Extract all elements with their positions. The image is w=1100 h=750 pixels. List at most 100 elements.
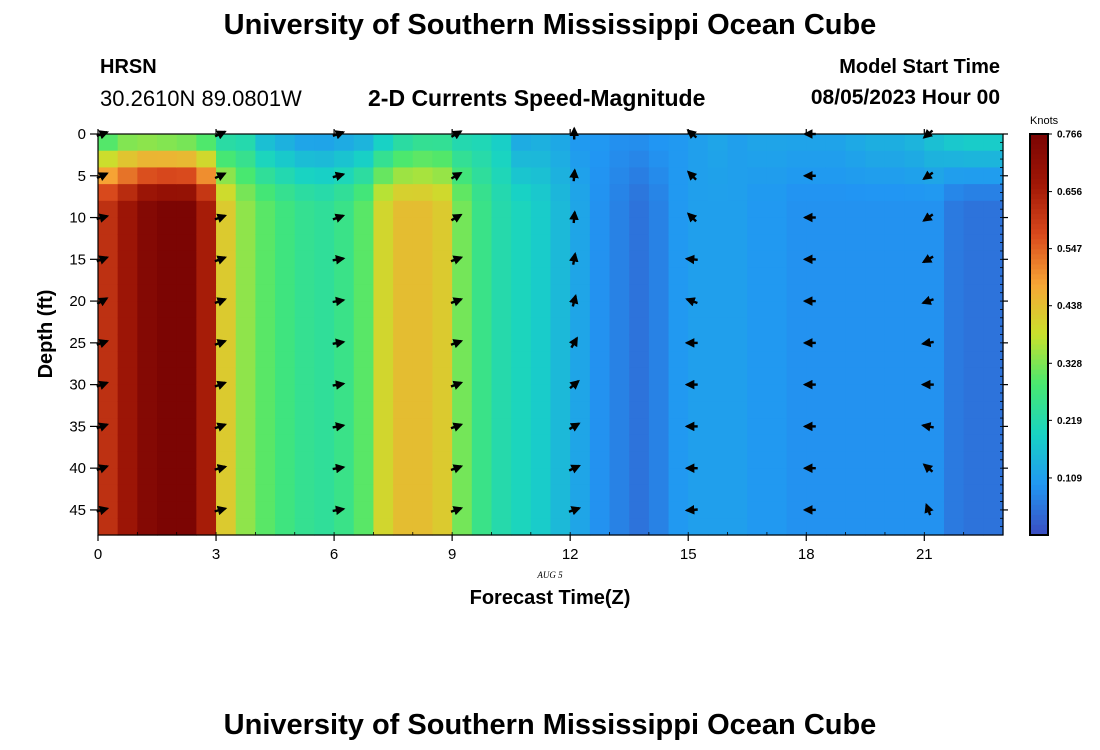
heatmap-cell bbox=[943, 418, 965, 436]
heatmap-cell bbox=[157, 267, 178, 285]
heatmap-cell bbox=[275, 367, 296, 386]
heatmap-cell bbox=[432, 267, 453, 285]
heatmap-cell bbox=[117, 484, 138, 503]
heatmap-cell bbox=[707, 301, 729, 319]
heatmap-cell bbox=[550, 501, 571, 519]
current-arrow bbox=[214, 255, 228, 265]
heatmap-cell bbox=[216, 484, 237, 503]
heatmap-cell bbox=[648, 284, 670, 302]
heatmap-cell bbox=[137, 401, 158, 419]
heatmap-cell bbox=[98, 301, 119, 319]
heatmap-cell bbox=[353, 418, 375, 436]
x-tick-label: 3 bbox=[212, 546, 220, 563]
heatmap-cell bbox=[511, 351, 532, 369]
heatmap-cell bbox=[727, 284, 748, 302]
heatmap-cell bbox=[845, 167, 866, 185]
heatmap-cell bbox=[825, 384, 847, 402]
colorbar-tick-label: 0.109 bbox=[1057, 473, 1082, 484]
heatmap-cell bbox=[176, 317, 197, 336]
heatmap-cell bbox=[629, 418, 650, 436]
colorbar-segment bbox=[1030, 439, 1048, 446]
heatmap-cell bbox=[176, 367, 197, 386]
x-tick-label: 21 bbox=[916, 546, 933, 563]
heatmap-cell bbox=[98, 234, 119, 252]
heatmap-cell bbox=[589, 217, 611, 235]
heatmap-cell bbox=[432, 217, 453, 235]
heatmap-cell bbox=[176, 250, 197, 269]
heatmap-cell bbox=[884, 334, 906, 352]
heatmap-cell bbox=[471, 334, 493, 352]
heatmap-cell bbox=[393, 384, 414, 402]
heatmap-cell bbox=[845, 468, 866, 486]
heatmap-cell bbox=[707, 167, 729, 185]
current-arrow bbox=[332, 380, 346, 390]
colorbar-segment bbox=[1030, 389, 1048, 396]
heatmap-cell bbox=[550, 234, 571, 252]
heatmap-cell bbox=[845, 367, 866, 386]
heatmap-cell bbox=[530, 367, 552, 386]
heatmap-cell bbox=[963, 384, 984, 402]
heatmap-cell bbox=[137, 167, 158, 185]
heatmap-cell bbox=[471, 284, 493, 302]
heatmap-cell bbox=[137, 184, 158, 202]
heatmap-cell bbox=[865, 501, 886, 519]
current-arrow bbox=[569, 210, 579, 224]
heatmap-cell bbox=[412, 150, 434, 169]
colorbar-segment bbox=[1030, 139, 1048, 145]
heatmap-cell bbox=[786, 451, 807, 469]
heatmap-cell bbox=[275, 250, 296, 269]
heatmap-cell bbox=[963, 501, 984, 519]
heatmap-cell bbox=[393, 250, 414, 269]
heatmap-cell bbox=[255, 167, 276, 185]
heatmap-cell bbox=[530, 167, 552, 185]
heatmap-cell bbox=[275, 200, 296, 219]
heatmap-cell bbox=[393, 484, 414, 503]
heatmap-cell bbox=[884, 134, 906, 152]
heatmap-cell bbox=[216, 217, 237, 235]
heatmap-cell bbox=[963, 334, 984, 352]
heatmap-cell bbox=[707, 501, 729, 519]
heatmap-cell bbox=[196, 150, 217, 169]
heatmap-cell bbox=[511, 167, 532, 185]
heatmap-cell bbox=[353, 250, 375, 269]
heatmap-cell bbox=[314, 167, 335, 185]
heatmap-cell bbox=[412, 451, 434, 469]
heatmap-cell bbox=[412, 501, 434, 519]
heatmap-cell bbox=[786, 384, 807, 402]
heatmap-cell bbox=[766, 267, 788, 285]
heatmap-cell bbox=[314, 367, 335, 386]
heatmap-cell bbox=[373, 234, 394, 252]
colorbar-segment bbox=[1030, 184, 1048, 190]
heatmap-cell bbox=[216, 284, 237, 302]
heatmap-cell bbox=[904, 217, 925, 235]
heatmap-cell bbox=[825, 234, 847, 252]
heatmap-cell bbox=[255, 451, 276, 469]
heatmap-cell bbox=[924, 200, 945, 219]
current-arrow bbox=[921, 337, 934, 348]
heatmap-cell bbox=[570, 468, 591, 486]
heatmap-cell bbox=[648, 217, 670, 235]
current-arrow bbox=[450, 339, 464, 349]
heatmap-cell bbox=[216, 267, 237, 285]
heatmap-cell bbox=[904, 384, 925, 402]
heatmap-cell bbox=[393, 518, 414, 536]
heatmap-cell bbox=[825, 351, 847, 369]
heatmap-cell bbox=[786, 434, 807, 453]
heatmap-cell bbox=[688, 234, 709, 252]
heatmap-cell bbox=[137, 501, 158, 519]
current-arrow bbox=[450, 213, 463, 223]
heatmap-cell bbox=[786, 351, 807, 369]
heatmap-cell bbox=[294, 167, 316, 185]
heatmap-cell bbox=[314, 351, 335, 369]
heatmap-cell bbox=[943, 301, 965, 319]
heatmap-cell bbox=[943, 250, 965, 269]
heatmap-cell bbox=[137, 134, 158, 152]
heatmap-cell bbox=[393, 401, 414, 419]
heatmap-cell bbox=[806, 484, 827, 503]
heatmap-cell bbox=[491, 484, 512, 503]
heatmap-cell bbox=[629, 317, 650, 336]
heatmap-cell bbox=[255, 134, 276, 152]
heatmap-cell bbox=[983, 351, 1004, 369]
heatmap-cell bbox=[275, 468, 296, 486]
y-tick-label: 10 bbox=[69, 210, 86, 227]
